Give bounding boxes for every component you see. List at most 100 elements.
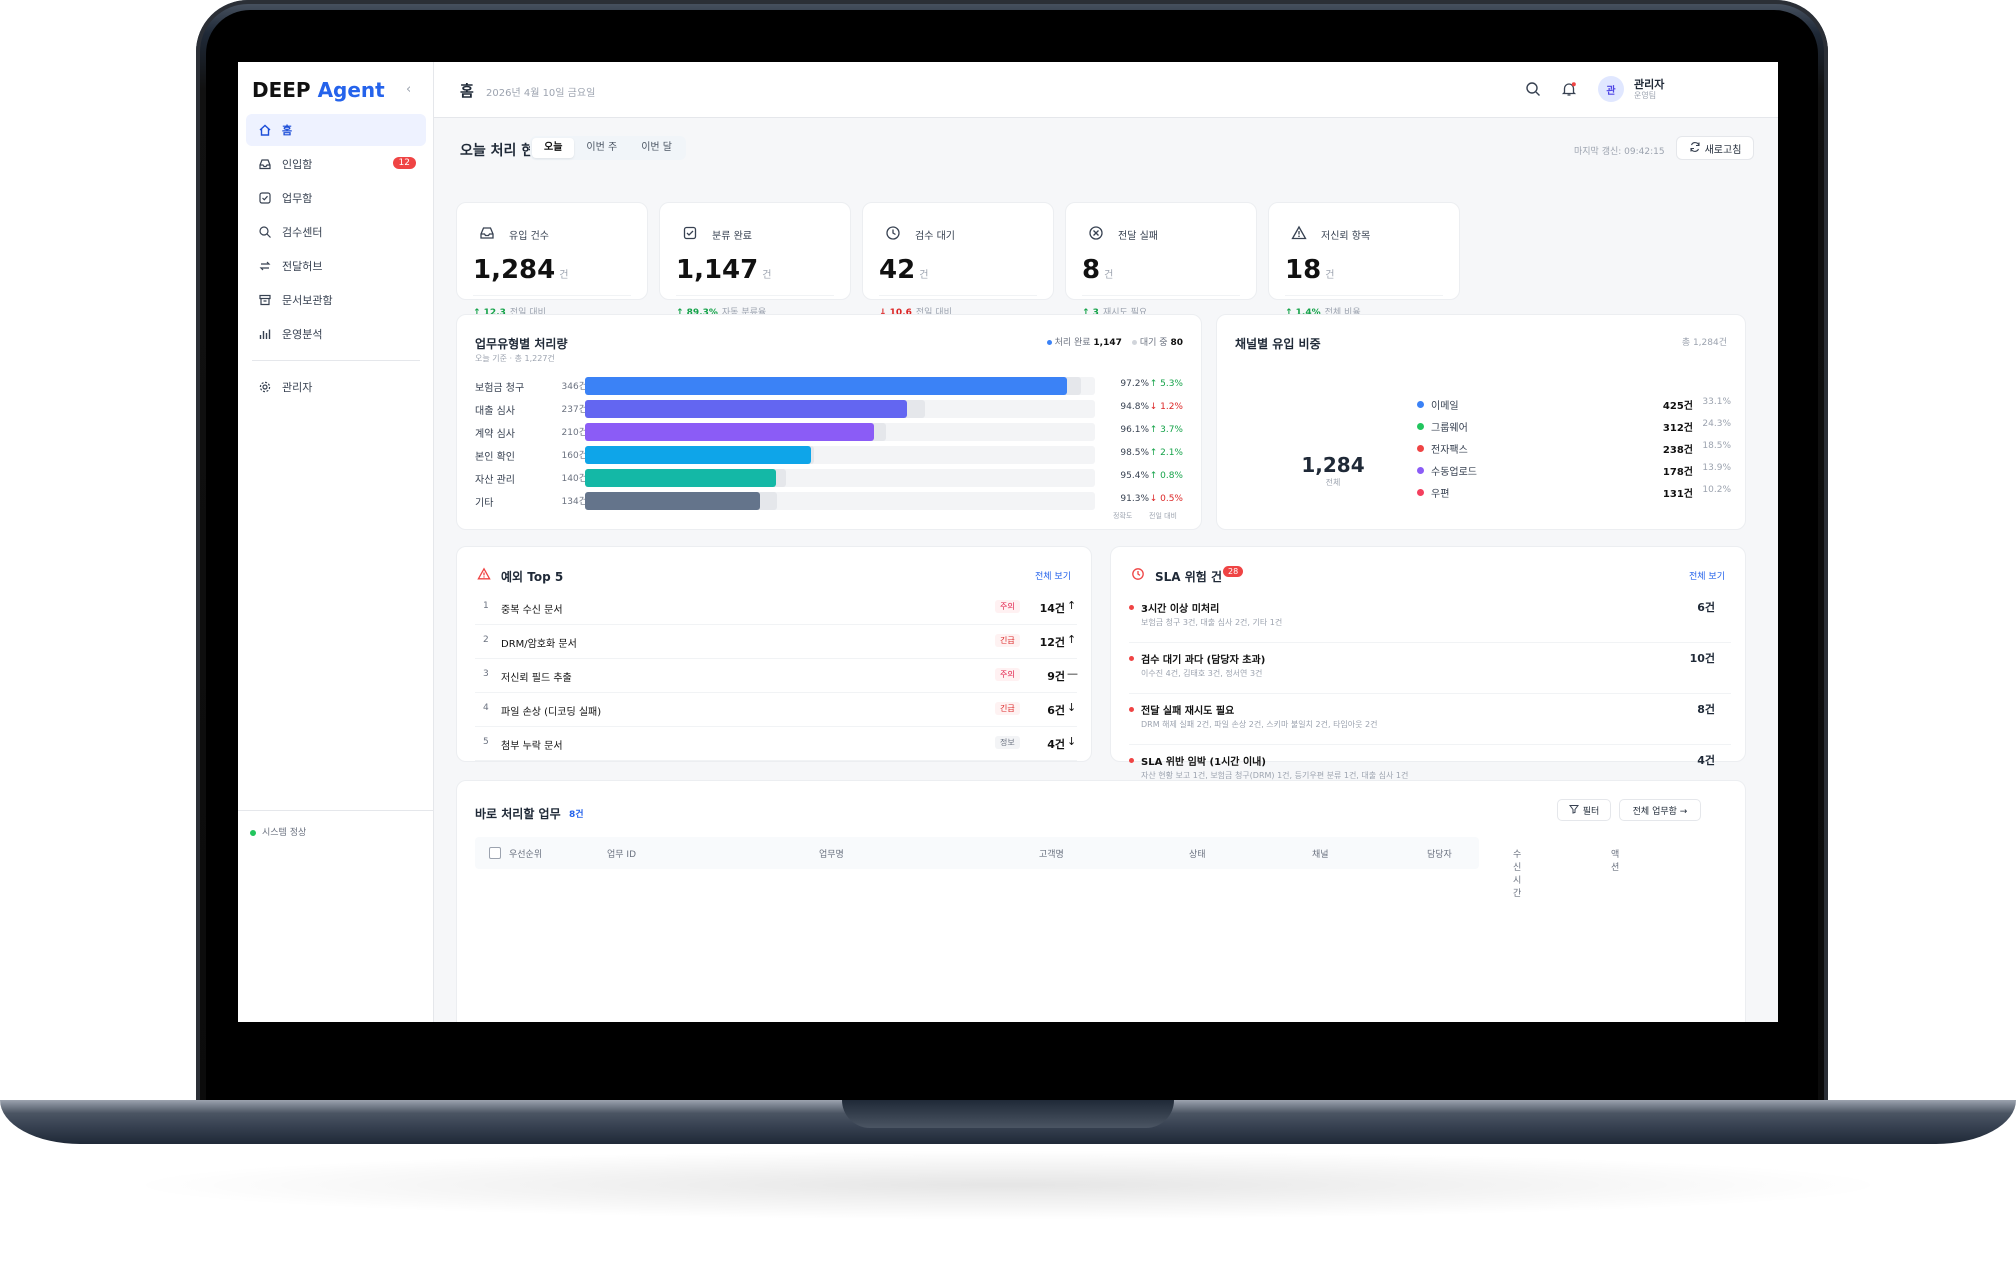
bar-label: 본인 확인 [475,452,515,463]
table-header-cell[interactable]: 담당자 [1427,850,1452,860]
kpi-card: 분류 완료 1,147 건 ↑ 89.3% 자동 분류율 [659,202,851,318]
sidebar-item-admin[interactable]: 관리자 [246,371,426,403]
exception-rank: 4 [483,703,489,713]
workload-by-type-card: 업무유형별 처리량 오늘 기준 · 총 1,227건 처리 완료 1,147 대… [456,314,1202,530]
tab-this-month[interactable]: 이번 달 [641,142,672,153]
channel-row: 이메일 425건 33.1% [1417,395,1731,413]
bar-count: 210건 [561,428,587,438]
sidebar-item-label: 문서보관함 [282,294,333,307]
sla-row-count: 4건 [1697,754,1715,767]
sla-row-detail: 보험금 청구 3건, 대출 심사 2건, 기타 1건 [1141,618,1283,627]
sidebar-item-label: 업무함 [282,192,313,205]
bar-count: 134건 [561,497,587,507]
tab-this-week[interactable]: 이번 주 [586,142,618,153]
filter-button[interactable]: 필터 [1557,799,1611,821]
bar-row: 대출 심사 237건 94.8% ↓ 1.2% [475,398,1187,420]
sidebar-item-analytics[interactable]: 운영분석 [246,318,426,350]
exceptions-view-all-link[interactable]: 전체 보기 [1035,572,1071,582]
sidebar-nav: 홈 인입함 12 업무함 검수센터 전달허브 [246,114,426,405]
table-header-cell[interactable]: 채널 [1312,850,1329,860]
sla-count-badge: 28 [1223,566,1244,577]
kpi-number: 1,147 [676,255,759,285]
sla-row-detail: 이수진 4건, 김태호 3건, 정서연 3건 [1141,669,1263,678]
exception-severity-tag: 주의 [995,600,1020,613]
sla-row[interactable]: 3시간 이상 미처리 보험금 청구 3건, 대출 심사 2건, 기타 1건 6건 [1129,591,1731,643]
collapse-sidebar-button[interactable]: ‹ [406,82,412,97]
exception-name: 중복 수신 문서 [501,605,563,616]
bar-track [585,423,1095,441]
sidebar-item-label: 관리자 [282,381,313,394]
search-icon[interactable] [1524,80,1542,98]
bar-track [585,400,1095,418]
kpi-delta-value: ↑ 12.3 [473,308,506,318]
table-header-cell[interactable]: 업무 ID [607,850,637,860]
clock-icon [1131,567,1145,584]
sla-view-all-link[interactable]: 전체 보기 [1689,572,1725,582]
exception-count: 14건 [1039,602,1065,615]
sidebar-item-inbox[interactable]: 인입함 12 [246,148,426,180]
chart-title: 업무유형별 처리량 [475,337,568,351]
relay-icon [258,259,272,273]
brand-logo[interactable]: DEEP Agent [252,78,385,102]
kpi-delta: ↓ 10.6 전일 대비 [879,305,952,318]
kpi-delta-value: ↑ 3 [1082,308,1099,318]
bell-icon[interactable] [1560,80,1578,98]
exception-row[interactable]: 4 파일 손상 (디코딩 실패) 긴급 6건 ↓ [475,693,1077,727]
table-header-cell[interactable]: 상태 [1189,850,1206,860]
table-header-cell[interactable]: 업무명 [819,850,844,860]
channel-name: 수동업로드 [1431,467,1477,478]
bar-delta: ↑ 3.7% [1149,425,1183,435]
sidebar-item-tasks[interactable]: 업무함 [246,182,426,214]
bar-accuracy: 96.1% [1120,425,1149,435]
column-note: 전일 대비 [1149,512,1177,520]
sidebar-item-label: 홈 [282,124,293,137]
channel-count: 312건 [1662,423,1693,434]
exception-row[interactable]: 2 DRM/암호화 문서 긴급 12건 ↑ [475,625,1077,659]
exception-row[interactable]: 1 중복 수신 문서 주의 14건 ↑ [475,591,1077,625]
sla-dot [1129,656,1134,661]
tasks-count: 8건 [569,810,584,820]
home-icon [258,123,272,137]
sla-row[interactable]: 전달 실패 재시도 필요 DRM 해제 실패 2건, 파일 손상 2건, 스키마 … [1129,693,1731,745]
tab-today[interactable]: 오늘 [532,138,575,158]
channel-share-card: 채널별 유입 비중 총 1,284건 1,284 전체 이메일 425건 33.1%… [1216,314,1746,530]
sla-risk-card: SLA 위험 건 28 전체 보기 3시간 이상 미처리 보험금 청구 3건, 대… [1110,546,1746,796]
sla-row[interactable]: 검수 대기 과다 (담당자 초과) 이수진 4건, 김태호 3건, 정서연 3건 1… [1129,642,1731,694]
kpi-number: 8 [1082,255,1101,285]
exception-row[interactable]: 3 저신뢰 필드 추출 주의 9건 — [475,659,1078,693]
sla-row-title: 전달 실패 재시도 필요 [1141,706,1235,717]
table-header-cell[interactable]: 우선순위 [509,850,543,860]
table-header-cell[interactable]: 액션 [1611,850,1620,873]
sidebar-item-label: 인입함 [282,158,313,171]
sidebar-item-archive[interactable]: 문서보관함 [246,284,426,316]
sla-dot [1129,758,1134,763]
all-tasks-button[interactable]: 전체 업무함 → [1619,799,1701,821]
channel-center-value: 1,284 [1301,453,1365,477]
bar [585,400,907,418]
table-header-cell[interactable]: 고객명 [1039,850,1064,860]
select-all-checkbox[interactable] [489,847,501,859]
legend-item: 대기 중 80 [1131,335,1183,348]
kpi-divider [676,295,834,296]
bar-count: 160건 [561,451,587,461]
exception-row[interactable]: 5 첨부 누락 문서 정보 4건 ↓ [475,727,1077,761]
channel-percent: 18.5% [1702,441,1731,451]
kpi-label: 유입 건수 [509,231,549,242]
page-date: 2026년 4월 10일 금요일 [486,88,596,99]
refresh-label: 새로고침 [1704,144,1742,156]
refresh-button[interactable]: 새로고침 [1676,136,1754,160]
channel-percent: 33.1% [1702,397,1731,407]
table-header-cell[interactable]: 수신 시간 [1513,850,1522,899]
sidebar-item-review-center[interactable]: 검수센터 [246,216,426,248]
sidebar-item-home[interactable]: 홈 [246,114,426,146]
exceptions-card: 예외 Top 5 전체 보기 1 중복 수신 문서 주의 14건 ↑ 2 DRM/암호화 문… [456,546,1092,762]
bar-label: 대출 심사 [475,406,515,417]
bar-track [585,377,1095,395]
sidebar-item-relay-hub[interactable]: 전달허브 [246,250,426,282]
inbox-icon [258,157,272,171]
laptop-shadow [120,1150,1896,1220]
exception-trend: ↑ [1067,633,1077,646]
channel-percent: 10.2% [1702,485,1731,495]
avatar[interactable]: 관 [1598,76,1624,102]
